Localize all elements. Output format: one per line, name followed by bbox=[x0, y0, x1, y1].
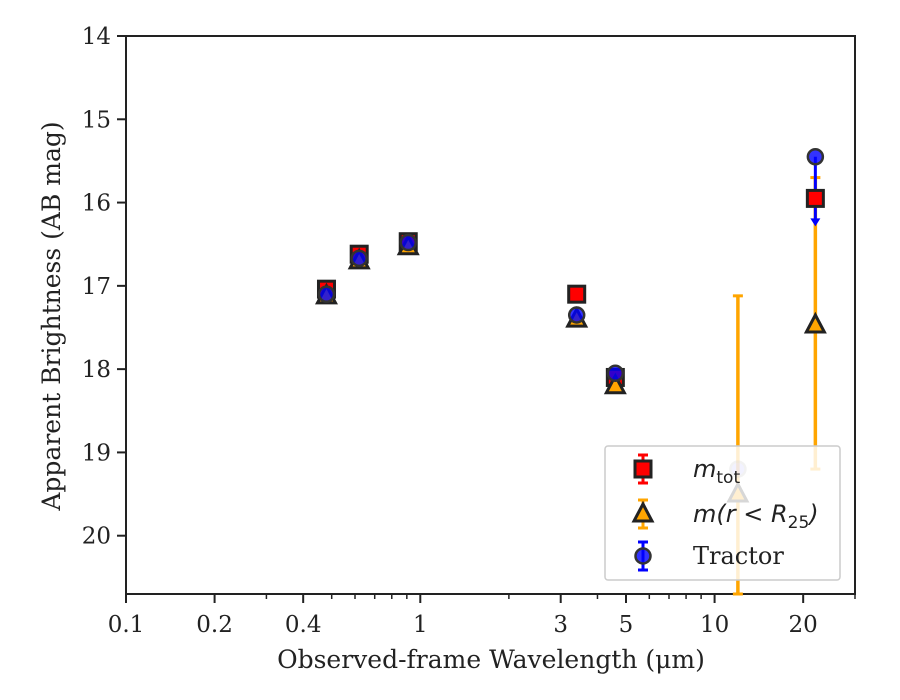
x-tick-label: 1 bbox=[413, 612, 428, 638]
series-2-point-4-shape bbox=[606, 364, 625, 383]
legend-marker-1-shape bbox=[631, 500, 655, 523]
series-0-point-3-shape bbox=[567, 284, 587, 304]
series-2-point-6-shape bbox=[806, 148, 825, 166]
y-tick-label: 17 bbox=[82, 274, 111, 300]
series-0-point-5 bbox=[805, 188, 825, 208]
x-axis-title: Observed-frame Wavelength (μm) bbox=[277, 645, 705, 674]
series-2-point-2 bbox=[399, 233, 417, 252]
legend-marker-2-shape bbox=[634, 547, 652, 565]
legend-label-0: mtot bbox=[693, 455, 740, 488]
x-tick-label: 10 bbox=[700, 612, 729, 638]
x-tick-label: 3 bbox=[553, 612, 568, 638]
series-2-point-2-shape bbox=[399, 233, 417, 252]
series-1-point-6-shape bbox=[803, 311, 827, 334]
legend-marker-1 bbox=[631, 500, 655, 523]
x-axis: 0.1 0.2 0.4 1 3 5 10 20 bbox=[108, 594, 856, 638]
series-2-point-3-shape bbox=[567, 306, 586, 324]
legend-marker-0 bbox=[633, 459, 653, 479]
x-tick-label: 0.4 bbox=[285, 612, 322, 638]
legend-label-2: Tractor bbox=[693, 542, 784, 570]
y-tick-label: 19 bbox=[82, 440, 111, 466]
x-tick-label: 20 bbox=[789, 612, 818, 638]
x-tick-label: 0.2 bbox=[196, 612, 233, 638]
series-2-point-1 bbox=[350, 249, 368, 268]
series-1-point-4-shape bbox=[603, 372, 627, 395]
series-2-point-4 bbox=[606, 364, 625, 383]
series-2-point-3 bbox=[567, 306, 586, 324]
legend: mtot m(r < R25) Tractor bbox=[604, 445, 841, 581]
y-tick-label: 18 bbox=[82, 357, 111, 383]
legend-label-1: m(r < R25) bbox=[693, 500, 819, 533]
legend-box bbox=[604, 445, 841, 581]
y-tick-label: 16 bbox=[82, 191, 111, 217]
series-2-point-6 bbox=[806, 148, 825, 166]
plot-frame bbox=[125, 35, 856, 595]
series-2-point-0 bbox=[317, 285, 336, 303]
y-axis: 14 15 16 17 18 19 20 bbox=[82, 24, 126, 550]
series-0-point-3 bbox=[567, 284, 587, 304]
series-1-point-4 bbox=[603, 372, 627, 395]
series-0-point-5-shape bbox=[805, 188, 825, 208]
x-tick-label: 5 bbox=[619, 612, 634, 638]
legend-marker-2 bbox=[634, 547, 652, 565]
y-tick-label: 20 bbox=[82, 524, 111, 550]
x-tick-label: 0.1 bbox=[108, 612, 145, 638]
legend-marker-0-shape bbox=[633, 459, 653, 479]
y-axis-title: Apparent Brightness (AB mag) bbox=[37, 121, 66, 511]
upper-limit-arrow bbox=[810, 218, 821, 227]
y-tick-label: 15 bbox=[82, 107, 111, 133]
series-2-point-0-shape bbox=[317, 285, 336, 303]
series-1-point-6 bbox=[803, 311, 827, 334]
series-2-point-1-shape bbox=[350, 249, 368, 268]
y-tick-label: 14 bbox=[82, 24, 111, 50]
